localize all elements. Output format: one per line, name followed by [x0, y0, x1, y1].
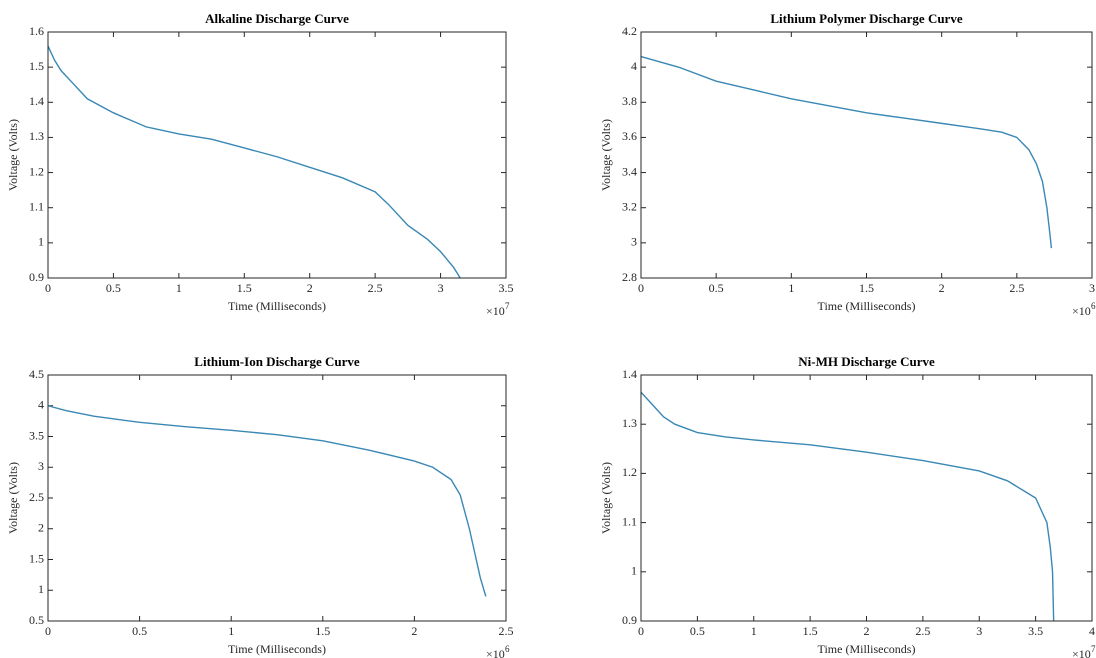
x-tick-label: 0	[45, 281, 51, 295]
y-tick-label: 0.9	[622, 613, 637, 627]
y-axis-label: Voltage (Volts)	[599, 119, 613, 191]
axes-box	[640, 31, 1093, 279]
plot-area	[48, 32, 506, 278]
subplot: Alkaline Discharge Curve Time (Millisecon…	[6, 11, 514, 318]
y-tick-label: 1	[631, 564, 637, 578]
x-tick-label: 3	[976, 624, 982, 638]
x-tick-label: 0.5	[690, 624, 705, 638]
x-tick-label: 3	[438, 281, 444, 295]
discharge-line	[640, 55, 1053, 249]
plot-area	[641, 32, 1092, 278]
discharge-line	[47, 45, 461, 279]
x-multiplier-power: 7	[505, 301, 510, 311]
y-tick-label: 2.5	[29, 490, 44, 504]
y-tick-label: 2.8	[622, 270, 637, 284]
subplot: Lithium Polymer Discharge Curve Time (Mil…	[599, 11, 1096, 318]
y-tick-label: 4	[38, 398, 44, 412]
x-tick-label: 0	[45, 624, 51, 638]
x-axis-label: Time (Milliseconds)	[228, 299, 326, 313]
x-multiplier: ×10	[1072, 647, 1091, 658]
x-multiplier-power: 6	[1091, 301, 1096, 311]
y-tick-label: 1.2	[29, 164, 44, 178]
x-multiplier: ×10	[486, 304, 505, 318]
subplot: Lithium-Ion Discharge Curve Time (Millise…	[6, 354, 514, 658]
x-tick-label: 1	[788, 281, 794, 295]
y-tick-label: 4.2	[622, 24, 637, 38]
x-tick-label: 4	[1089, 624, 1095, 638]
y-axis-label: Voltage (Volts)	[599, 462, 613, 534]
y-tick-label: 1.1	[622, 514, 637, 528]
y-tick-label: 1.3	[622, 416, 637, 430]
y-tick-label: 1.4	[29, 94, 44, 108]
x-multiplier: ×10	[1072, 304, 1091, 318]
y-tick-label: 0.5	[29, 613, 44, 627]
y-tick-label: 3.5	[29, 428, 44, 442]
x-tick-label: 2.5	[915, 624, 930, 638]
y-tick-label: 3.8	[622, 94, 637, 108]
y-tick-label: 3	[38, 459, 44, 473]
y-axis-label: Voltage (Volts)	[6, 462, 20, 534]
plot-area	[641, 375, 1092, 621]
y-tick-label: 1.4	[622, 367, 637, 381]
y-tick-label: 2	[38, 521, 44, 535]
x-tick-label: 1.5	[859, 281, 874, 295]
x-tick-label: 2.5	[1009, 281, 1024, 295]
x-tick-label: 2.5	[368, 281, 383, 295]
chart-title: Lithium Polymer Discharge Curve	[770, 11, 962, 26]
x-multiplier-power: 7	[1091, 644, 1096, 654]
x-tick-label: 3	[1089, 281, 1095, 295]
y-tick-label: 1	[38, 582, 44, 596]
y-tick-label: 1.1	[29, 199, 44, 213]
x-axis-label: Time (Milliseconds)	[818, 299, 916, 313]
x-tick-label: 3.5	[499, 281, 514, 295]
x-multiplier-power: 6	[505, 644, 510, 654]
plot-area	[48, 375, 506, 621]
axes-box	[47, 374, 507, 622]
x-tick-label: 0.5	[106, 281, 121, 295]
y-axis-label: Voltage (Volts)	[6, 119, 20, 191]
y-tick-label: 3.2	[622, 199, 637, 213]
x-tick-label: 2.5	[499, 624, 514, 638]
x-tick-label: 2	[939, 281, 945, 295]
x-tick-label: 0.5	[709, 281, 724, 295]
x-tick-label: 3.5	[1028, 624, 1043, 638]
x-axis-label: Time (Milliseconds)	[818, 642, 916, 656]
y-tick-label: 4.5	[29, 367, 44, 381]
x-tick-label: 1	[176, 281, 182, 295]
x-tick-label: 1.5	[315, 624, 330, 638]
x-tick-label: 2	[864, 624, 870, 638]
x-tick-label: 2	[307, 281, 313, 295]
y-tick-label: 1.3	[29, 129, 44, 143]
x-axis-label: Time (Milliseconds)	[228, 642, 326, 656]
x-tick-label: 1.5	[803, 624, 818, 638]
x-tick-label: 1	[751, 624, 757, 638]
y-tick-label: 3.4	[622, 164, 637, 178]
x-multiplier: ×10	[486, 647, 505, 658]
y-tick-label: 3	[631, 235, 637, 249]
y-tick-label: 4	[631, 59, 637, 73]
y-tick-label: 3.6	[622, 129, 637, 143]
discharge-line	[47, 405, 487, 597]
chart-title: Ni-MH Discharge Curve	[798, 354, 935, 369]
axes-box	[47, 31, 507, 279]
y-tick-label: 1.6	[29, 24, 44, 38]
y-tick-label: 1.5	[29, 59, 44, 73]
chart-title: Alkaline Discharge Curve	[205, 11, 349, 26]
discharge-line	[640, 391, 1055, 622]
y-tick-label: 1.2	[622, 465, 637, 479]
x-tick-label: 1	[228, 624, 234, 638]
y-tick-label: 1	[38, 235, 44, 249]
y-tick-label: 1.5	[29, 551, 44, 565]
x-tick-label: 0	[638, 624, 644, 638]
x-tick-label: 2	[411, 624, 417, 638]
subplot: Ni-MH Discharge Curve Time (Milliseconds)…	[599, 354, 1096, 658]
y-tick-label: 0.9	[29, 270, 44, 284]
x-tick-label: 1.5	[237, 281, 252, 295]
chart-title: Lithium-Ion Discharge Curve	[194, 354, 360, 369]
axes-box	[640, 374, 1093, 622]
x-tick-label: 0	[638, 281, 644, 295]
x-tick-label: 0.5	[132, 624, 147, 638]
